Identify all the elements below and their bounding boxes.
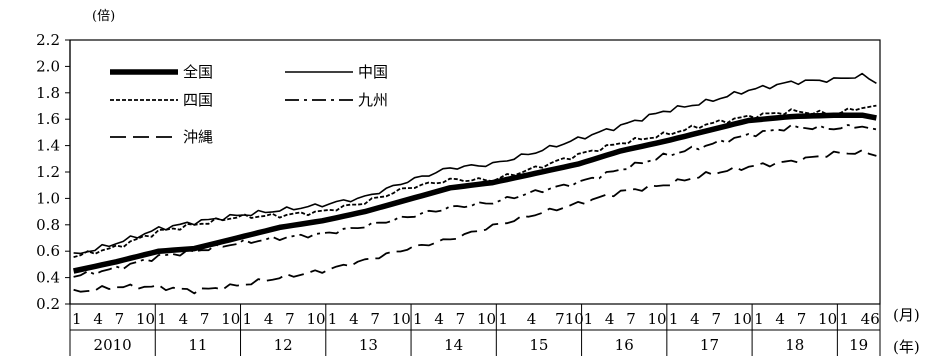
y-tick-label: 0.8 xyxy=(36,216,60,234)
x-month-label: 1 xyxy=(839,310,849,328)
x-year-label: 15 xyxy=(529,336,548,354)
x-month-label: 7 xyxy=(711,310,721,328)
x-month-label: 4 xyxy=(434,310,444,328)
series-line-中国 xyxy=(73,72,877,255)
x-month-label: 1 xyxy=(669,310,679,328)
x-month-label: 7 xyxy=(456,310,466,328)
x-month-label: 710 xyxy=(555,310,584,328)
y-tick-label: 1.6 xyxy=(36,110,60,128)
y-tick-label: 1.4 xyxy=(36,137,60,155)
x-year-label: 18 xyxy=(785,336,804,354)
legend-label: 沖縄 xyxy=(183,128,213,146)
x-month-label: 10 xyxy=(306,310,325,328)
x-month-label: 7 xyxy=(370,310,380,328)
x-axis-month-unit: (月) xyxy=(893,306,920,324)
x-month-label: 1 xyxy=(243,310,253,328)
y-tick-label: 1.2 xyxy=(36,163,60,181)
legend-label: 中国 xyxy=(358,63,388,81)
series-line-全国 xyxy=(73,112,877,274)
x-month-label: 7 xyxy=(797,310,807,328)
y-tick-label: 0.2 xyxy=(36,295,60,313)
x-month-label: 46 xyxy=(861,310,880,328)
x-year-label: 13 xyxy=(359,336,378,354)
y-tick-label: 2.2 xyxy=(36,31,60,49)
x-month-label: 10 xyxy=(818,310,837,328)
y-tick-label: 1.0 xyxy=(36,189,60,207)
x-month-label: 7 xyxy=(626,310,636,328)
x-month-label: 4 xyxy=(349,310,359,328)
x-month-label: 1 xyxy=(584,310,594,328)
legend-label: 全国 xyxy=(183,63,213,81)
series-line-沖縄 xyxy=(73,149,877,295)
x-month-label: 10 xyxy=(648,310,667,328)
x-month-label: 4 xyxy=(264,310,274,328)
x-year-label: 16 xyxy=(615,336,634,354)
y-tick-label: 0.6 xyxy=(36,242,60,260)
x-month-label: 4 xyxy=(527,310,537,328)
x-month-label: 4 xyxy=(93,310,103,328)
plot-frame xyxy=(69,39,881,305)
x-month-label: 10 xyxy=(733,310,752,328)
x-month-label: 4 xyxy=(605,310,615,328)
x-month-label: 1 xyxy=(72,310,82,328)
x-month-label: 4 xyxy=(775,310,785,328)
x-month-label: 10 xyxy=(136,310,155,328)
series-line-四国 xyxy=(73,104,877,258)
y-axis: 2.2 2.0 1.8 1.6 1.4 1.2 1.0 0.8 0.6 0.4 0.2 xyxy=(36,31,881,313)
x-year-label: 2010 xyxy=(94,336,132,354)
x-year-label: 17 xyxy=(700,336,719,354)
legend-label: 四国 xyxy=(183,91,213,109)
x-year-label: 14 xyxy=(444,336,463,354)
x-month-label: 1 xyxy=(157,310,167,328)
legend-label: 九州 xyxy=(358,91,388,109)
x-month-label: 1 xyxy=(328,310,338,328)
y-tick-label: 1.8 xyxy=(36,84,60,102)
x-month-label: 1 xyxy=(754,310,764,328)
series-line-九州 xyxy=(73,124,877,278)
x-month-label: 10 xyxy=(392,310,411,328)
x-month-label: 4 xyxy=(179,310,189,328)
x-month-label: 10 xyxy=(221,310,240,328)
x-year-label: 19 xyxy=(849,336,868,354)
x-month-label: 7 xyxy=(115,310,125,328)
y-tick-label: 0.4 xyxy=(36,269,60,287)
x-year-label: 11 xyxy=(188,336,207,354)
x-month-label: 7 xyxy=(200,310,210,328)
x-month-label: 4 xyxy=(690,310,700,328)
x-year-label: 12 xyxy=(274,336,293,354)
x-month-label: 10 xyxy=(477,310,496,328)
x-month-label: 1 xyxy=(413,310,423,328)
series-layer xyxy=(73,72,877,295)
y-axis-unit: (倍) xyxy=(92,9,115,24)
y-tick-label: 2.0 xyxy=(36,57,60,75)
x-month-label: 7 xyxy=(285,310,295,328)
x-axis-year-unit: (年) xyxy=(893,338,920,356)
x-month-label: 1 xyxy=(498,310,508,328)
